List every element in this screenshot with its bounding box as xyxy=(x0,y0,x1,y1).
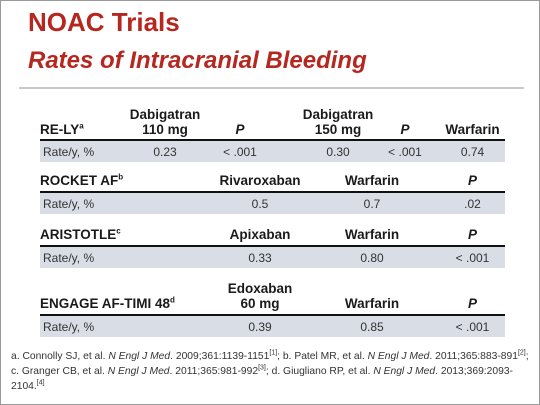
table-row: Rate/y, % 0.33 0.80 < .001 xyxy=(40,247,505,268)
trial-name: RE-LYa xyxy=(40,121,84,137)
table-row: Rate/y, % 0.39 0.85 < .001 xyxy=(40,316,505,337)
column-header: Warfarin xyxy=(445,122,500,137)
column-header: Edoxaban 60 mg xyxy=(227,281,293,311)
column-header: Warfarin xyxy=(344,227,400,242)
table-cell: 0.7 xyxy=(363,197,381,211)
table-cell: 0.30 xyxy=(326,145,350,159)
table-cell: 0.80 xyxy=(360,251,384,265)
column-header: P xyxy=(467,296,477,311)
table-row: Rate/y, % 0.23 < .001 0.30 < .001 0.74 xyxy=(40,141,505,162)
table-cell: 0.39 xyxy=(248,320,272,334)
trial-name: ROCKET AFb xyxy=(40,172,124,188)
column-header: P xyxy=(467,173,477,188)
table-cell: 0.74 xyxy=(460,145,485,159)
row-label: Rate/y, % xyxy=(43,251,95,265)
trial-block-engage-af: ENGAGE AF-TIMI 48d Edoxaban 60 mg Warfar… xyxy=(40,276,505,338)
column-header: Apixaban xyxy=(229,227,291,242)
table-row: Rate/y, % 0.5 0.7 .02 xyxy=(40,193,505,214)
column-header: Dabigatran 110 mg xyxy=(129,107,201,137)
header-rule xyxy=(40,314,505,316)
header-rule xyxy=(40,139,505,141)
row-label: Rate/y, % xyxy=(43,145,95,159)
column-header: P xyxy=(400,122,410,137)
trial-block-re-ly: RE-LYa Dabigatran 110 mg P Dabigatran 15… xyxy=(40,102,505,166)
table-cell: 0.23 xyxy=(153,145,177,159)
title-divider xyxy=(19,87,524,89)
trial-block-aristotle: ARISTOTLEc Apixaban Warfarin P Rate/y, %… xyxy=(40,225,505,269)
trial-name: ENGAGE AF-TIMI 48d xyxy=(40,295,175,311)
row-label: Rate/y, % xyxy=(43,320,95,334)
table-cell: < .001 xyxy=(388,145,422,159)
trial-block-rocket-af: ROCKET AFb Rivaroxaban Warfarin P Rate/y… xyxy=(40,171,505,215)
table-cell: 0.5 xyxy=(251,197,269,211)
table-cell: .02 xyxy=(464,197,481,211)
slide-title: NOAC Trials xyxy=(28,7,180,37)
column-header: P xyxy=(235,122,245,137)
table-cell: 0.85 xyxy=(360,320,384,334)
trial-name: ARISTOTLEc xyxy=(40,226,121,242)
references-footnote: a. Connolly SJ, et al. N Engl J Med. 200… xyxy=(11,349,529,392)
column-header: Rivaroxaban xyxy=(219,173,301,188)
header-rule xyxy=(40,191,505,193)
column-header: Dabigatran 150 mg xyxy=(302,107,374,137)
table-cell: < .001 xyxy=(455,320,490,334)
column-header: Warfarin xyxy=(344,296,400,311)
column-header: P xyxy=(467,227,477,242)
table-cell: < .001 xyxy=(455,251,490,265)
slide-subtitle: Rates of Intracranial Bleeding xyxy=(28,47,367,74)
header-rule xyxy=(40,245,505,247)
column-header: Warfarin xyxy=(344,173,400,188)
table-cell: < .001 xyxy=(223,145,257,159)
row-label: Rate/y, % xyxy=(43,197,95,211)
table-cell: 0.33 xyxy=(248,251,272,265)
